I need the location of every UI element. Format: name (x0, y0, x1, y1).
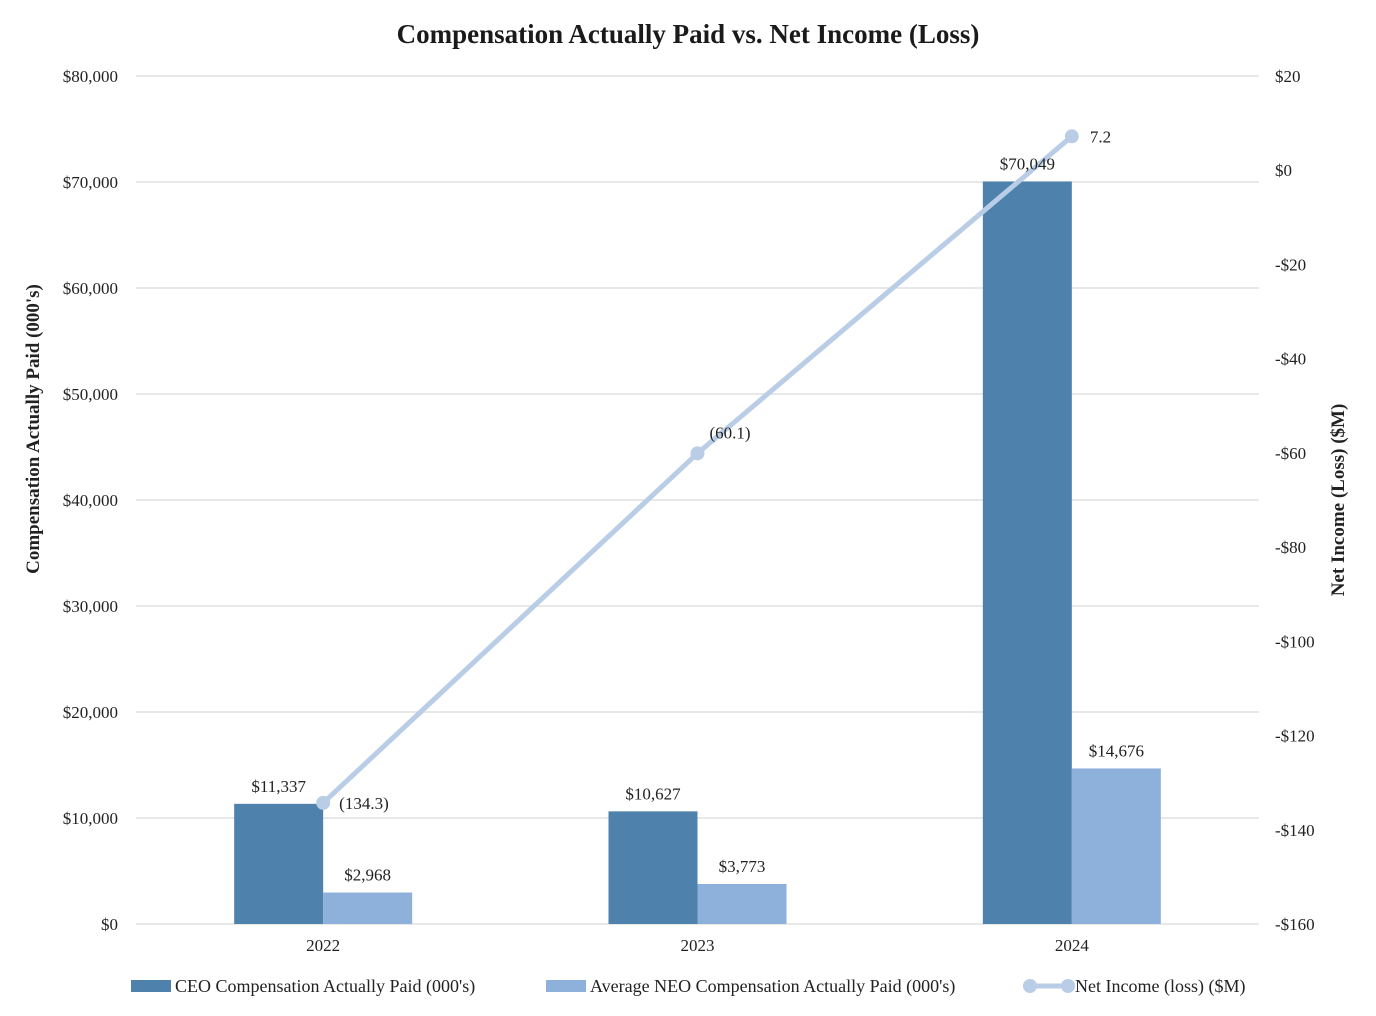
net-income-point (316, 795, 331, 810)
left-tick-label: $0 (101, 915, 118, 934)
data-labels: $11,337 $2,968 $10,627 $3,773 $70,049 $14,676… (251, 127, 1144, 884)
bar-data-label: $14,676 (1089, 741, 1144, 760)
x-axis-labels: 2022 2023 2024 (306, 936, 1089, 955)
legend-swatch (131, 980, 171, 992)
bar-ceo-2023 (608, 811, 698, 924)
right-axis-ticks: -$160 -$140 -$120 -$100 -$80 -$60 -$40 -$20 $0 $2… (1275, 67, 1315, 934)
legend-label: Net Income (loss) ($M) (1075, 976, 1245, 997)
right-tick-label: -$80 (1275, 538, 1306, 557)
right-tick-label: -$160 (1275, 915, 1315, 934)
bar-data-label: $70,049 (1000, 154, 1055, 173)
bar-data-label: $11,337 (251, 777, 306, 796)
right-tick-label: -$20 (1275, 255, 1306, 274)
legend-swatch (546, 980, 586, 992)
bar-data-label: $2,968 (344, 866, 391, 885)
left-tick-label: $70,000 (63, 173, 118, 192)
legend-label: CEO Compensation Actually Paid (000's) (175, 976, 475, 997)
left-tick-label: $80,000 (63, 67, 118, 86)
legend: CEO Compensation Actually Paid (000's) Av… (131, 976, 1245, 997)
left-tick-label: $10,000 (63, 809, 118, 828)
bar-neo-2023 (697, 884, 787, 924)
right-axis-title: Net Income (Loss) ($M) (1328, 404, 1349, 597)
bar-ceo-2022 (234, 803, 324, 924)
left-tick-label: $40,000 (63, 491, 118, 510)
bar-data-label: $10,627 (625, 784, 681, 803)
right-tick-label: -$60 (1275, 444, 1306, 463)
category-label: 2022 (306, 936, 340, 955)
bars (234, 181, 1161, 925)
right-tick-label: -$40 (1275, 350, 1306, 369)
net-income-point (1064, 129, 1079, 144)
left-tick-label: $30,000 (63, 597, 118, 616)
right-tick-label: -$120 (1275, 727, 1315, 746)
left-axis-title: Compensation Actually Paid (000's) (23, 284, 44, 574)
right-tick-label: $20 (1275, 67, 1301, 86)
net-income-point (690, 446, 705, 461)
bar-neo-2024 (1071, 768, 1161, 924)
chart-title: Compensation Actually Paid vs. Net Incom… (397, 19, 980, 49)
line-data-label: (134.3) (339, 794, 389, 813)
left-tick-label: $20,000 (63, 703, 118, 722)
bar-neo-2022 (323, 892, 413, 924)
net-income-line-path (320, 133, 1075, 806)
net-income-line (316, 129, 1079, 810)
legend-label: Average NEO Compensation Actually Paid (… (590, 976, 955, 997)
line-data-label: (60.1) (710, 423, 751, 442)
left-tick-label: $60,000 (63, 279, 118, 298)
right-tick-label: -$140 (1275, 821, 1315, 840)
category-label: 2023 (681, 936, 715, 955)
legend-swatch-marker (1061, 979, 1075, 993)
legend-swatch-marker (1023, 979, 1037, 993)
right-tick-label: $0 (1275, 161, 1292, 180)
bar-ceo-2024 (982, 181, 1072, 925)
line-data-label: 7.2 (1090, 127, 1111, 146)
bar-data-label: $3,773 (719, 857, 766, 876)
left-axis-ticks: $0 $10,000 $20,000 $30,000 $40,000 $50,000 $60… (63, 67, 118, 934)
category-label: 2024 (1055, 936, 1090, 955)
left-tick-label: $50,000 (63, 385, 118, 404)
right-tick-label: -$100 (1275, 632, 1315, 651)
